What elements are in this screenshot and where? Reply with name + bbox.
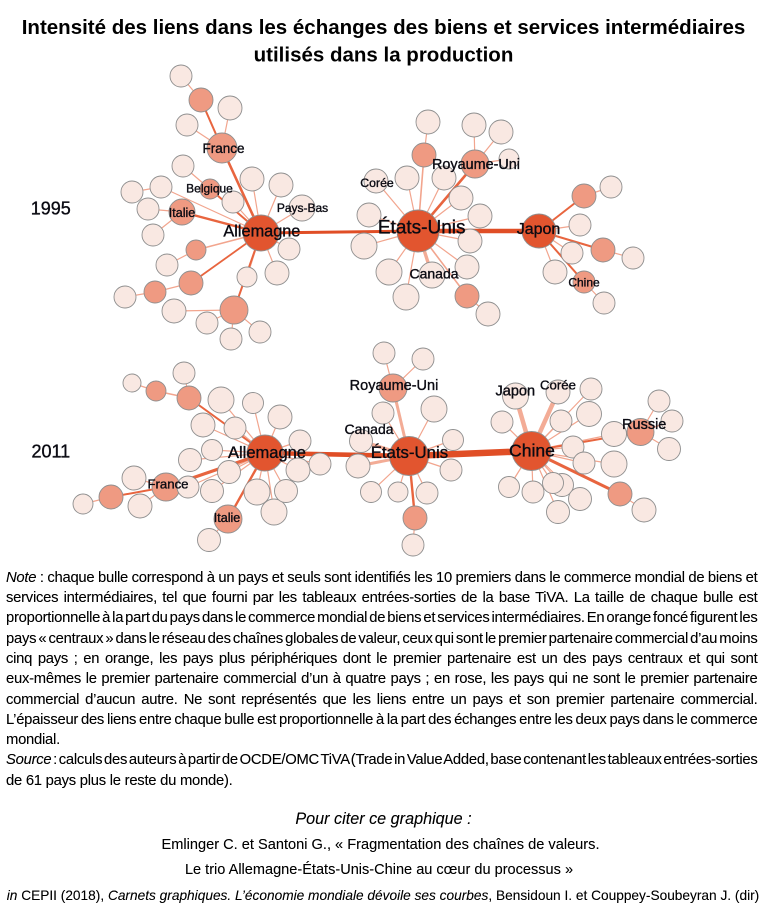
svg-text:Allemagne: Allemagne (223, 223, 300, 241)
svg-text:Pays-Bas: Pays-Bas (277, 201, 328, 215)
svg-text:Royaume-Uni: Royaume-Uni (350, 378, 439, 394)
svg-text:Chine: Chine (568, 276, 600, 290)
svg-text:États-Unis: États-Unis (371, 443, 448, 462)
svg-text:Canada: Canada (409, 266, 458, 282)
svg-text:Canada: Canada (344, 421, 393, 437)
svg-text:Chine: Chine (509, 441, 555, 461)
svg-text:Italie: Italie (214, 511, 240, 525)
svg-text:Italie: Italie (169, 206, 195, 220)
svg-text:France: France (202, 141, 244, 156)
svg-text:1995: 1995 (31, 199, 71, 219)
svg-text:États-Unis: États-Unis (378, 218, 466, 239)
svg-text:Japon: Japon (496, 384, 536, 400)
svg-text:utilisés dans la production: utilisés dans la production (254, 44, 514, 67)
svg-text:Corée: Corée (360, 176, 394, 190)
svg-text:2011: 2011 (31, 442, 70, 462)
svg-text:Royaume-Uni: Royaume-Uni (432, 157, 520, 173)
svg-text:Corée: Corée (540, 378, 576, 393)
svg-text:France: France (147, 477, 188, 492)
svg-text:Japon: Japon (517, 221, 561, 238)
svg-text:Allemagne: Allemagne (228, 444, 306, 462)
svg-text:Russie: Russie (622, 417, 666, 433)
svg-text:Intensité des liens dans les é: Intensité des liens dans les échanges de… (22, 16, 746, 39)
svg-text:Belgique: Belgique (186, 182, 233, 196)
